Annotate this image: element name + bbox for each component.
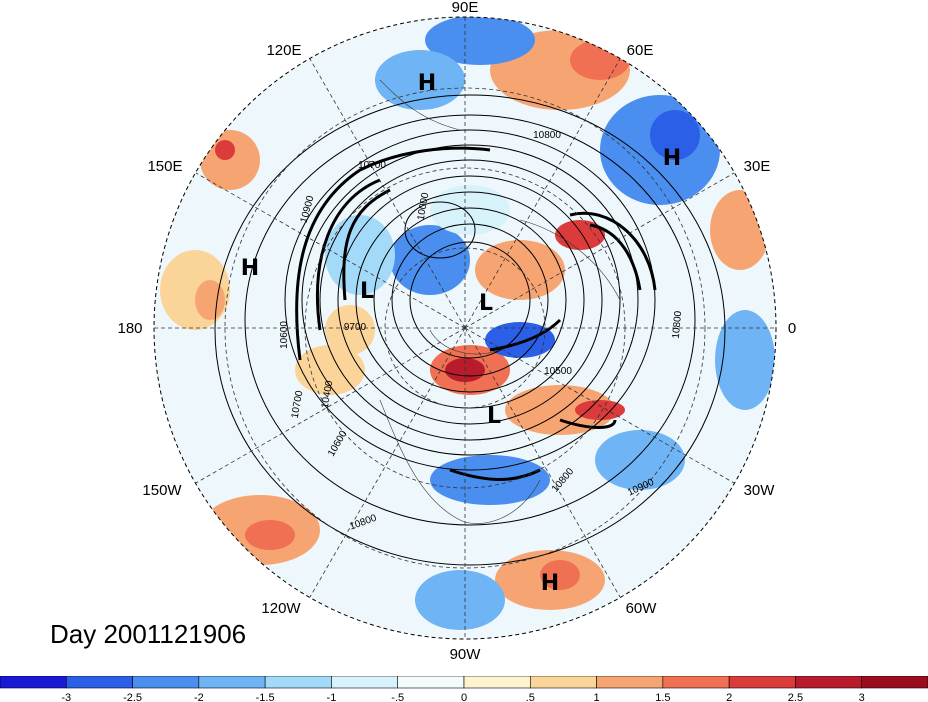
coastlines	[379, 79, 621, 524]
colorbar: -3 -2.5 -2 -1.5 -1 -.5 0 .5 1 1.5 2 2.5 3	[0, 676, 928, 702]
colorbar-box	[861, 676, 928, 689]
colorbar-tick-label: -1	[327, 692, 337, 702]
low-pressure-marker: L	[487, 404, 501, 429]
colorbar-tick-label: 2.5	[788, 692, 803, 702]
lon-label-30e: 30E	[744, 158, 771, 175]
contour-label: 10000	[416, 191, 432, 221]
map-border	[153, 16, 777, 640]
colorbar-box	[0, 676, 67, 689]
contour-label: 10700	[358, 160, 386, 171]
colorbar-box	[331, 676, 399, 689]
page-title: Day 2001121906	[50, 619, 247, 649]
contour-labels: 10800 10700 10900 10000 9700 10600 10400…	[279, 130, 684, 533]
lon-label-30w: 30W	[744, 482, 776, 499]
lon-label-150e: 150E	[147, 158, 182, 175]
contour-label: 10700	[290, 389, 306, 419]
colorbar-box	[728, 676, 796, 689]
colorbar-box	[795, 676, 863, 689]
high-pressure-marker: H	[663, 146, 681, 171]
map-disc	[154, 17, 776, 639]
colorbar-box	[596, 676, 664, 689]
contour-label: 10500	[544, 366, 572, 377]
lon-label-120e: 120E	[266, 42, 301, 59]
colorbar-tick-label: -.5	[391, 692, 404, 702]
colorbar-tick-label: 1	[594, 692, 600, 702]
contour-label: 10600	[279, 321, 290, 349]
high-pressure-marker: H	[541, 571, 559, 596]
contour-label: 10800	[671, 310, 684, 339]
lon-label-180: 180	[117, 320, 142, 337]
colorbar-tick-label: 1.5	[655, 692, 670, 702]
lon-label-0: 0	[788, 320, 796, 337]
high-pressure-marker: H	[418, 71, 436, 96]
high-pressure-marker: H	[241, 256, 259, 281]
colorbar-tick-label: 3	[859, 692, 865, 702]
colorbar-box	[65, 676, 133, 689]
colorbar-box	[198, 676, 266, 689]
lon-label-90w: 90W	[450, 646, 482, 663]
colorbar-box	[132, 676, 200, 689]
contour-label: 10400	[320, 379, 336, 409]
jet-contours	[295, 146, 657, 481]
colorbar-box	[463, 676, 531, 689]
lon-label-150w: 150W	[142, 482, 182, 499]
contour-label: 10800	[533, 130, 561, 141]
colorbar-box	[529, 676, 597, 689]
colorbar-box	[264, 676, 332, 689]
low-pressure-marker: L	[360, 279, 374, 304]
colorbar-tick-label: -2	[194, 692, 204, 702]
colorbar-tick-label: -2.5	[123, 692, 142, 702]
lon-label-120w: 120W	[261, 600, 301, 617]
colorbar-box	[397, 676, 465, 689]
lon-label-90e: 90E	[452, 0, 479, 16]
lon-label-60w: 60W	[626, 600, 658, 617]
graticule	[154, 17, 776, 639]
colorbar-box	[662, 676, 730, 689]
colorbar-tick-label: .5	[526, 692, 535, 702]
colorbar-tick-label: -3	[61, 692, 71, 702]
lon-label-60e: 60E	[627, 42, 654, 59]
colorbar-tick-label: -1.5	[256, 692, 275, 702]
colorbar-tick-label: 2	[726, 692, 732, 702]
low-pressure-marker: L	[479, 291, 493, 316]
colorbar-tick-label: 0	[461, 692, 467, 702]
contour-label: 9700	[344, 322, 367, 333]
